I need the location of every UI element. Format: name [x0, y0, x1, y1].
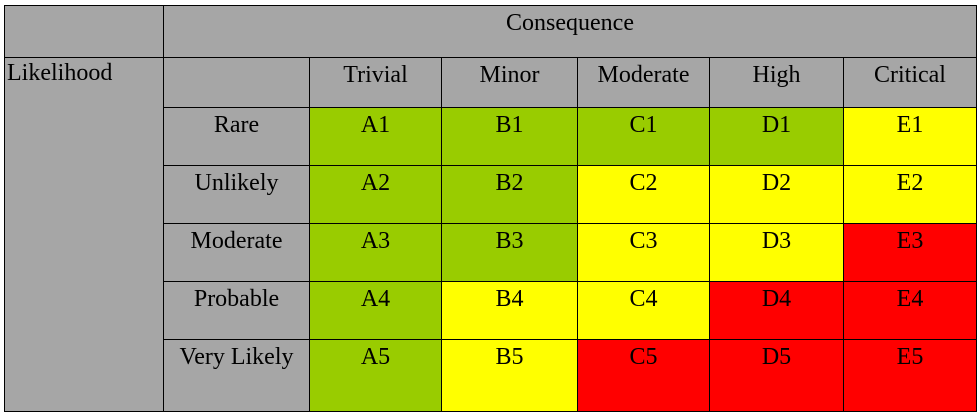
header-row-levels: Likelihood Trivial Minor Moderate High C… — [4, 57, 977, 412]
risk-cell: C1 — [577, 107, 710, 166]
risk-cell: A3 — [309, 223, 442, 282]
likelihood-level-rare: Rare — [163, 107, 310, 166]
risk-cell: B5 — [441, 339, 578, 412]
risk-cell: A2 — [309, 165, 442, 224]
consequence-level-high: High — [709, 57, 844, 108]
consequence-level-critical: Critical — [843, 57, 977, 108]
risk-cell: C5 — [577, 339, 710, 412]
consequence-level-trivial: Trivial — [309, 57, 442, 108]
risk-cell: E1 — [843, 107, 977, 166]
risk-cell: D5 — [709, 339, 844, 412]
axis-corner-cell — [163, 57, 310, 108]
likelihood-level-probable: Probable — [163, 281, 310, 340]
consequence-level-minor: Minor — [441, 57, 578, 108]
risk-cell: B1 — [441, 107, 578, 166]
risk-cell: B4 — [441, 281, 578, 340]
risk-cell: E2 — [843, 165, 977, 224]
risk-cell: D2 — [709, 165, 844, 224]
risk-cell: A4 — [309, 281, 442, 340]
risk-cell: A1 — [309, 107, 442, 166]
consequence-header: Consequence — [163, 5, 977, 58]
risk-cell: D4 — [709, 281, 844, 340]
risk-cell: D1 — [709, 107, 844, 166]
header-row-consequence: Consequence — [4, 5, 977, 58]
risk-cell: E5 — [843, 339, 977, 412]
risk-cell: E4 — [843, 281, 977, 340]
risk-cell: B3 — [441, 223, 578, 282]
risk-cell: C3 — [577, 223, 710, 282]
likelihood-level-very-likely: Very Likely — [163, 339, 310, 412]
risk-matrix-table: Consequence Likelihood Trivial Minor Mod… — [4, 5, 977, 412]
matrix-row-very-likely: Very Likely A5 B5 C5 D5 E5 — [5, 339, 977, 412]
risk-cell: C4 — [577, 281, 710, 340]
matrix-row-probable: Probable A4 B4 C4 D4 E4 — [5, 281, 977, 340]
risk-cell: D3 — [709, 223, 844, 282]
corner-cell — [4, 5, 164, 58]
risk-cell: E3 — [843, 223, 977, 282]
risk-cell: C2 — [577, 165, 710, 224]
risk-cell: A5 — [309, 339, 442, 412]
matrix-row-rare: Rare A1 B1 C1 D1 E1 — [5, 107, 977, 166]
likelihood-level-unlikely: Unlikely — [163, 165, 310, 224]
consequence-level-moderate: Moderate — [577, 57, 710, 108]
risk-cell: B2 — [441, 165, 578, 224]
likelihood-level-moderate: Moderate — [163, 223, 310, 282]
likelihood-header: Likelihood — [4, 57, 164, 412]
matrix-row-unlikely: Unlikely A2 B2 C2 D2 E2 — [5, 165, 977, 224]
